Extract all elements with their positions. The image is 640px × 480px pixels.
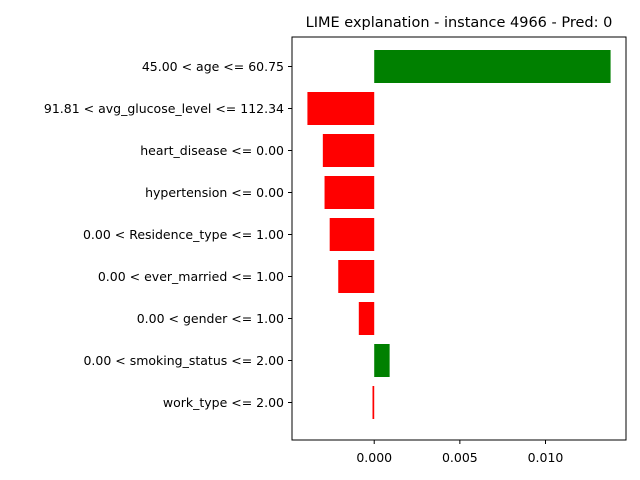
y-tick-label: 45.00 < age <= 60.75 — [142, 59, 284, 74]
y-tick-label: heart_disease <= 0.00 — [140, 143, 284, 158]
bar — [374, 344, 390, 377]
y-tick-label: 0.00 < gender <= 1.00 — [137, 311, 284, 326]
bar — [338, 260, 375, 293]
y-tick-label: 0.00 < smoking_status <= 2.00 — [83, 353, 284, 368]
y-tick-label: 91.81 < avg_glucose_level <= 112.34 — [44, 101, 284, 116]
y-tick-label: hypertension <= 0.00 — [145, 185, 284, 200]
bar — [374, 50, 611, 83]
bar — [372, 386, 375, 419]
bar — [307, 92, 375, 125]
x-tick-label: 0.010 — [528, 450, 564, 465]
bar — [324, 176, 375, 209]
y-tick-label: 0.00 < Residence_type <= 1.00 — [83, 227, 284, 242]
y-tick-labels: 45.00 < age <= 60.75 91.81 < avg_glucose_… — [44, 59, 292, 410]
x-tick-label: 0.005 — [442, 450, 478, 465]
bar — [329, 218, 375, 251]
bars-group — [307, 50, 611, 419]
y-tick-label: 0.00 < ever_married <= 1.00 — [98, 269, 284, 284]
bar — [322, 134, 375, 167]
x-ticks: 0.000 0.005 0.010 — [356, 440, 563, 465]
chart-title: LIME explanation - instance 4966 - Pred:… — [306, 15, 613, 31]
x-tick-label: 0.000 — [356, 450, 392, 465]
axes-frame — [291, 36, 627, 441]
y-tick-label: work_type <= 2.00 — [163, 395, 284, 410]
bar — [358, 302, 375, 335]
